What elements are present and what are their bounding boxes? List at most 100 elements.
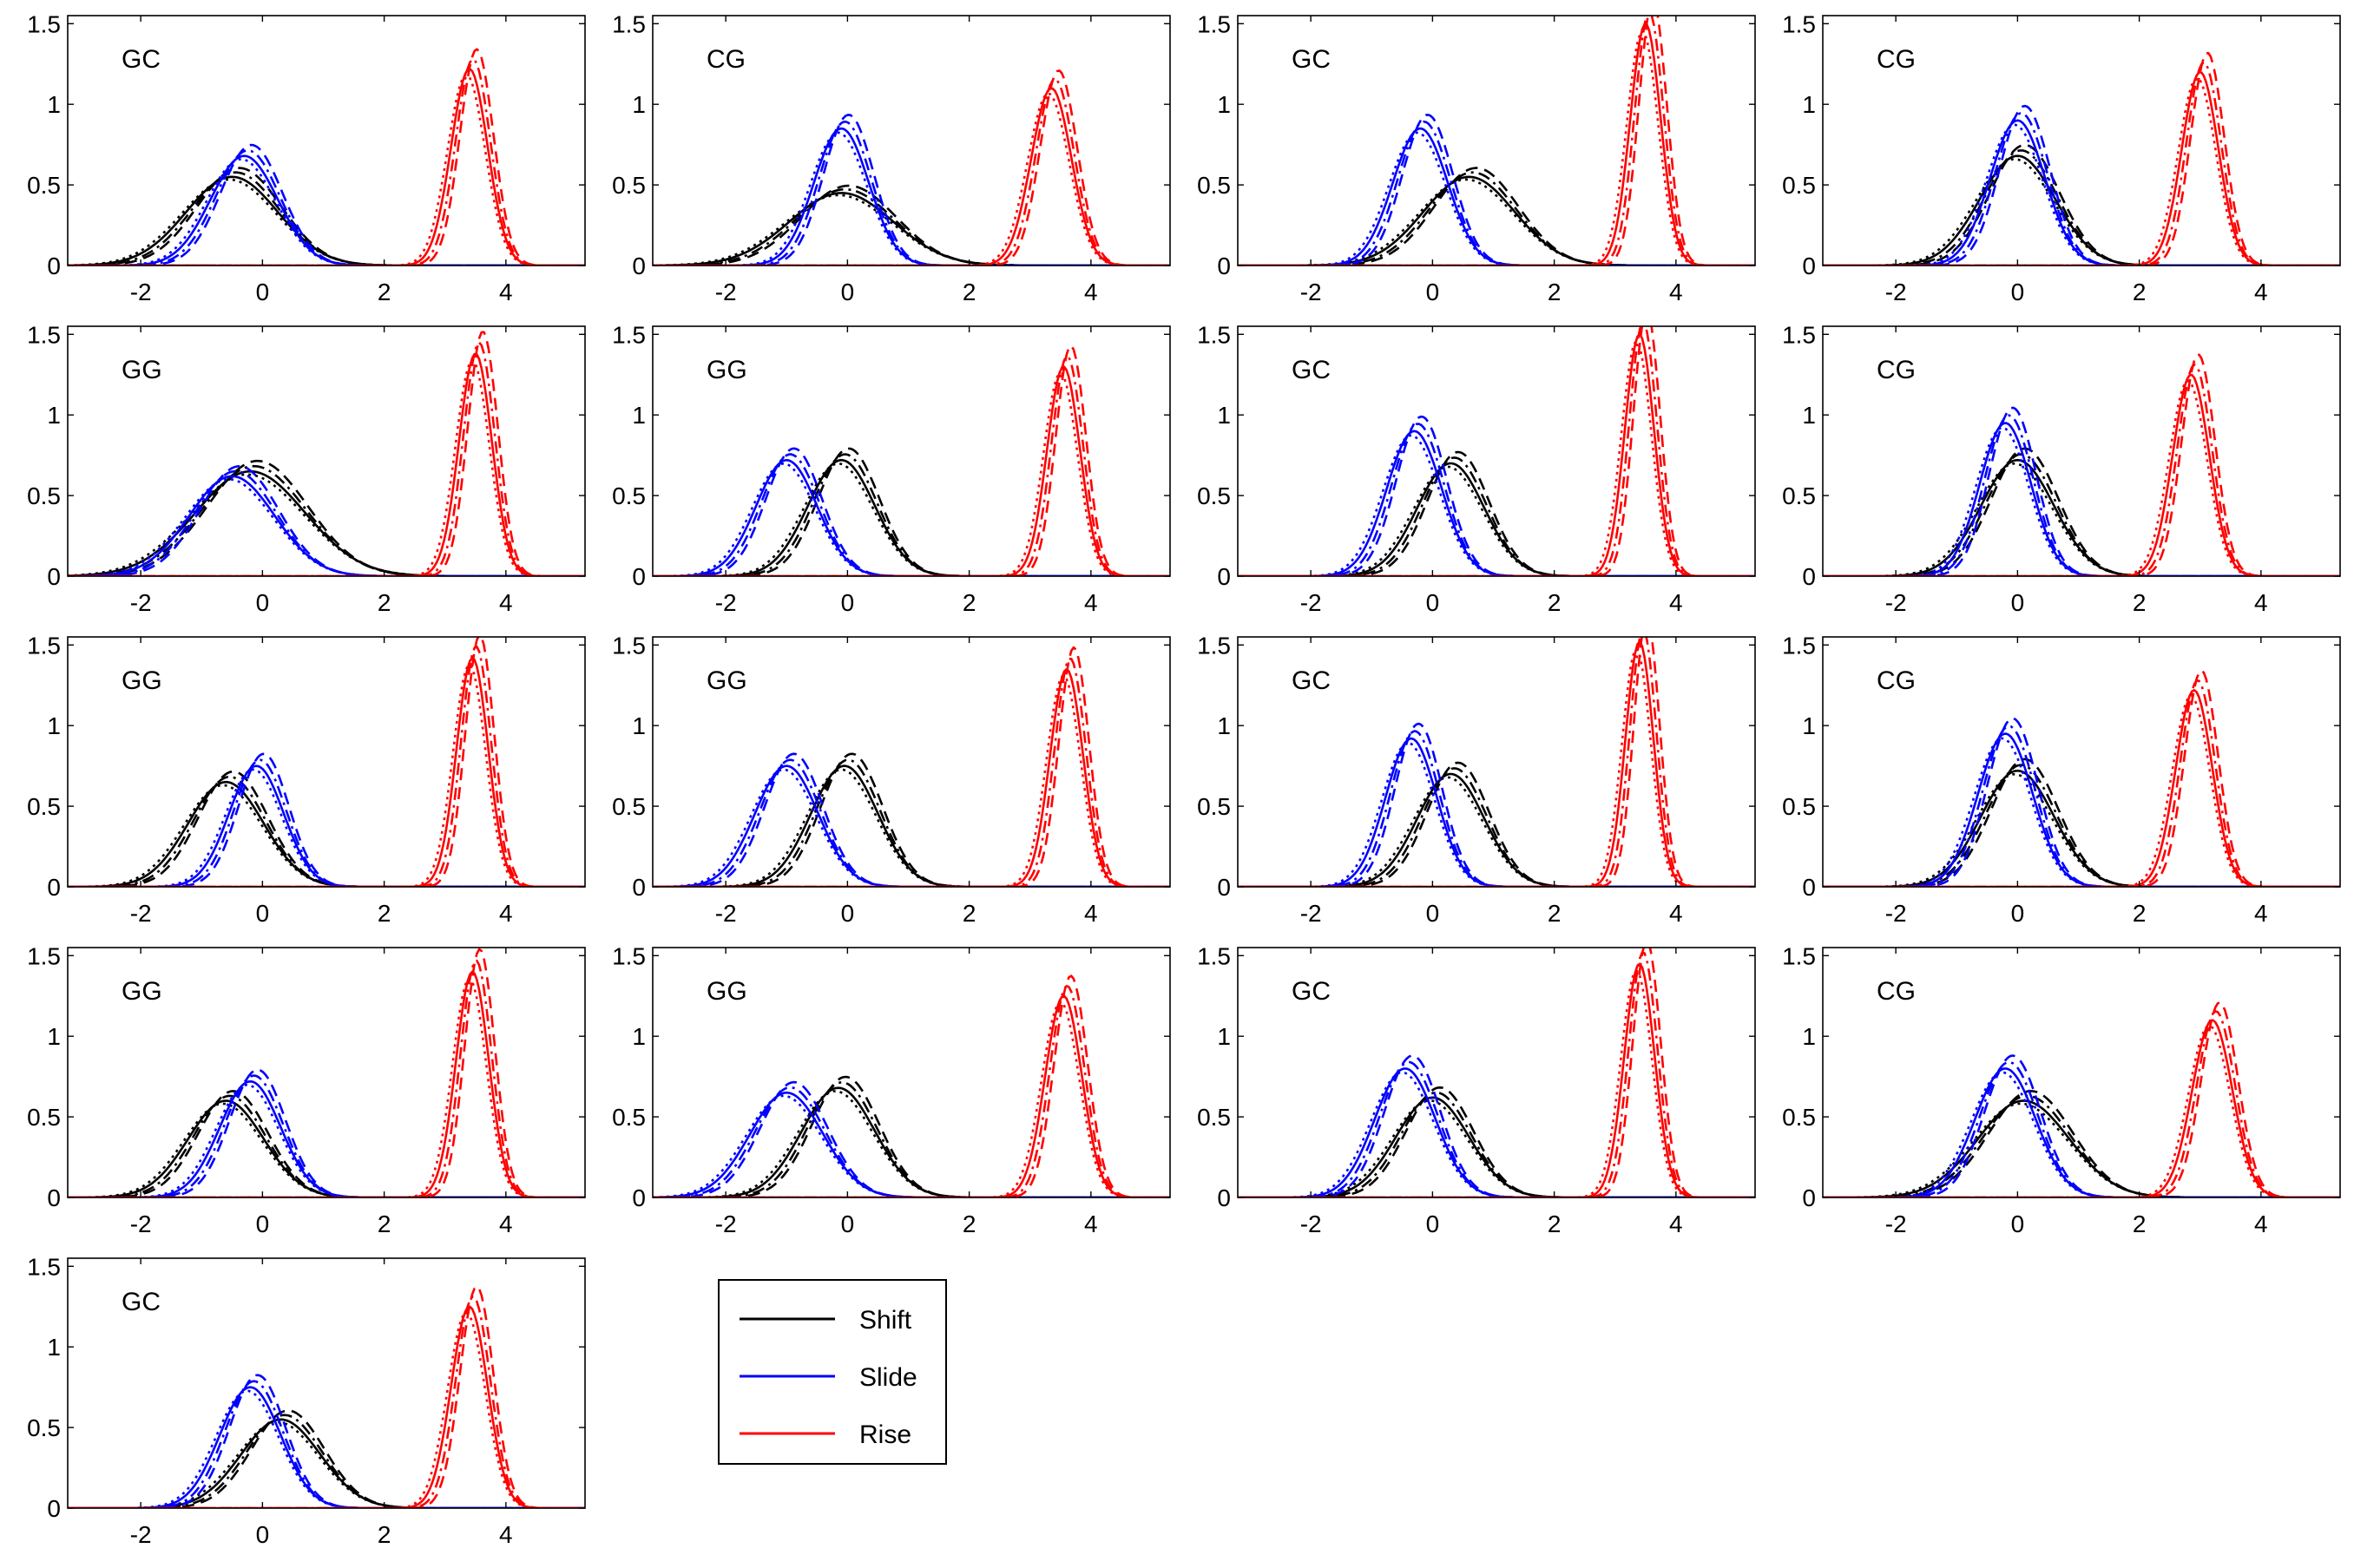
x-tick-label: 2 [378,1521,391,1548]
y-tick-label: 0 [1802,253,1816,279]
series-rise-curve-4 [1823,695,2340,887]
series-shift-curve-1 [1823,1099,2340,1197]
series-slide-curve-4 [1823,737,2340,887]
panel-frame [67,325,586,577]
series-rise-curve-2 [68,331,585,576]
y-tick-label: 1 [1217,91,1231,118]
series-slide-curve-4 [68,1084,585,1197]
x-tick-label: 0 [256,1210,270,1237]
series-rise-curve-3 [68,959,585,1197]
series-shift-curve-2 [1823,447,2340,576]
panel-frame [67,947,586,1198]
panel-curves [68,331,585,576]
panel-curves [653,974,1170,1197]
series-shift-curve-1 [653,192,1170,266]
y-tick-label: 0 [1802,1184,1816,1211]
y-tick-label: 1.5 [1782,942,1816,969]
x-tick-label: 2 [963,900,976,927]
y-tick-label: 0.5 [27,793,61,820]
x-tick-label: 0 [1426,1210,1440,1237]
panel-label: GG [707,977,747,1006]
x-tick-label: -2 [1885,1210,1907,1237]
y-tick-label: 0 [632,1184,646,1211]
series-shift-curve-3 [1238,1091,1755,1197]
series-rise-curve-3 [653,78,1170,266]
panel-frame [652,636,1171,888]
series-slide-curve-4 [653,131,1170,266]
series-rise-curve-3 [1238,16,1755,266]
series-rise-curve-2 [68,637,585,887]
series-shift-curve-1 [1823,458,2340,576]
x-tick-label: -2 [1885,900,1907,927]
series-shift-curve-4 [1823,158,2340,266]
y-tick-label: 1 [1217,712,1231,739]
panel-15: -2 0 2 4 0 0.5 1 1.5 GC [1197,942,1756,1237]
panel-label: GC [1292,356,1331,384]
y-tick-label: 1.5 [27,321,61,348]
x-tick-label: -2 [715,900,737,927]
panel-frame [1237,325,1756,577]
series-rise-curve-2 [653,69,1170,266]
panel-label: GG [707,666,747,695]
series-rise-curve-2 [68,48,585,266]
panel-3: -2 0 2 4 0 0.5 1 1.5 GC [1197,10,1756,305]
y-tick-label: 1.5 [612,321,646,348]
panel-label: GC [122,1288,161,1316]
series-rise-curve-1 [653,365,1170,576]
y-tick-label: 0 [47,1184,61,1211]
panel-12: -2 0 2 4 0 0.5 1 1.5 CG [1782,632,2341,927]
series-shift-curve-3 [1823,149,2340,266]
panel-curves [1823,353,2340,576]
panel-6: -2 0 2 4 0 0.5 1 1.5 GG [612,321,1171,616]
series-slide-curve-1 [1238,737,1755,887]
series-shift-curve-1 [1823,769,2340,887]
x-tick-label: -2 [1300,900,1322,927]
panel-frame [1822,325,2341,577]
x-tick-label: 2 [2133,900,2147,927]
legend-label-rise: Rise [859,1420,911,1449]
series-slide-curve-3 [1823,112,2340,266]
x-tick-label: 4 [1669,589,1683,616]
x-tick-label: -2 [130,279,152,305]
y-tick-label: 1.5 [27,942,61,969]
series-shift-curve-4 [653,768,1170,887]
series-rise-curve-4 [1823,1024,2340,1197]
series-rise-curve-3 [68,1296,585,1508]
panel-16: -2 0 2 4 0 0.5 1 1.5 CG [1782,942,2341,1237]
series-slide-curve-4 [1823,1071,2340,1197]
series-slide-curve-1 [1823,422,2340,576]
y-tick-label: 1.5 [1197,10,1231,37]
series-slide-curve-4 [1823,123,2340,266]
series-shift-curve-3 [1238,456,1755,576]
x-tick-label: 0 [841,589,855,616]
panel-label: GG [122,666,162,695]
x-tick-label: 4 [1084,900,1098,927]
series-shift-curve-3 [68,171,585,266]
x-tick-label: 4 [499,1521,513,1548]
x-tick-label: -2 [130,1210,152,1237]
series-rise-curve-3 [68,341,585,576]
series-shift-curve-4 [653,194,1170,266]
x-tick-label: 4 [499,900,513,927]
y-tick-label: 1 [47,91,61,118]
series-shift-curve-4 [68,473,585,576]
y-tick-label: 0.5 [1197,793,1231,820]
series-rise-curve-1 [653,994,1170,1197]
panel-8: -2 0 2 4 0 0.5 1 1.5 CG [1782,321,2341,616]
panel-label: CG [1877,977,1916,1006]
y-tick-label: 0.5 [612,172,646,199]
x-tick-label: 0 [841,279,855,305]
panel-label: GC [122,45,161,74]
y-tick-label: 1.5 [27,632,61,659]
series-rise-curve-2 [653,974,1170,1197]
series-rise-curve-1 [653,667,1170,887]
x-tick-label: 0 [2011,1210,2025,1237]
x-tick-label: 0 [256,900,270,927]
x-tick-label: -2 [1300,1210,1322,1237]
series-slide-curve-1 [1238,1067,1755,1197]
series-rise-curve-2 [1238,326,1755,576]
y-tick-label: 0.5 [1782,1104,1816,1131]
y-tick-label: 0 [1217,563,1231,590]
x-tick-label: 4 [2254,279,2268,305]
